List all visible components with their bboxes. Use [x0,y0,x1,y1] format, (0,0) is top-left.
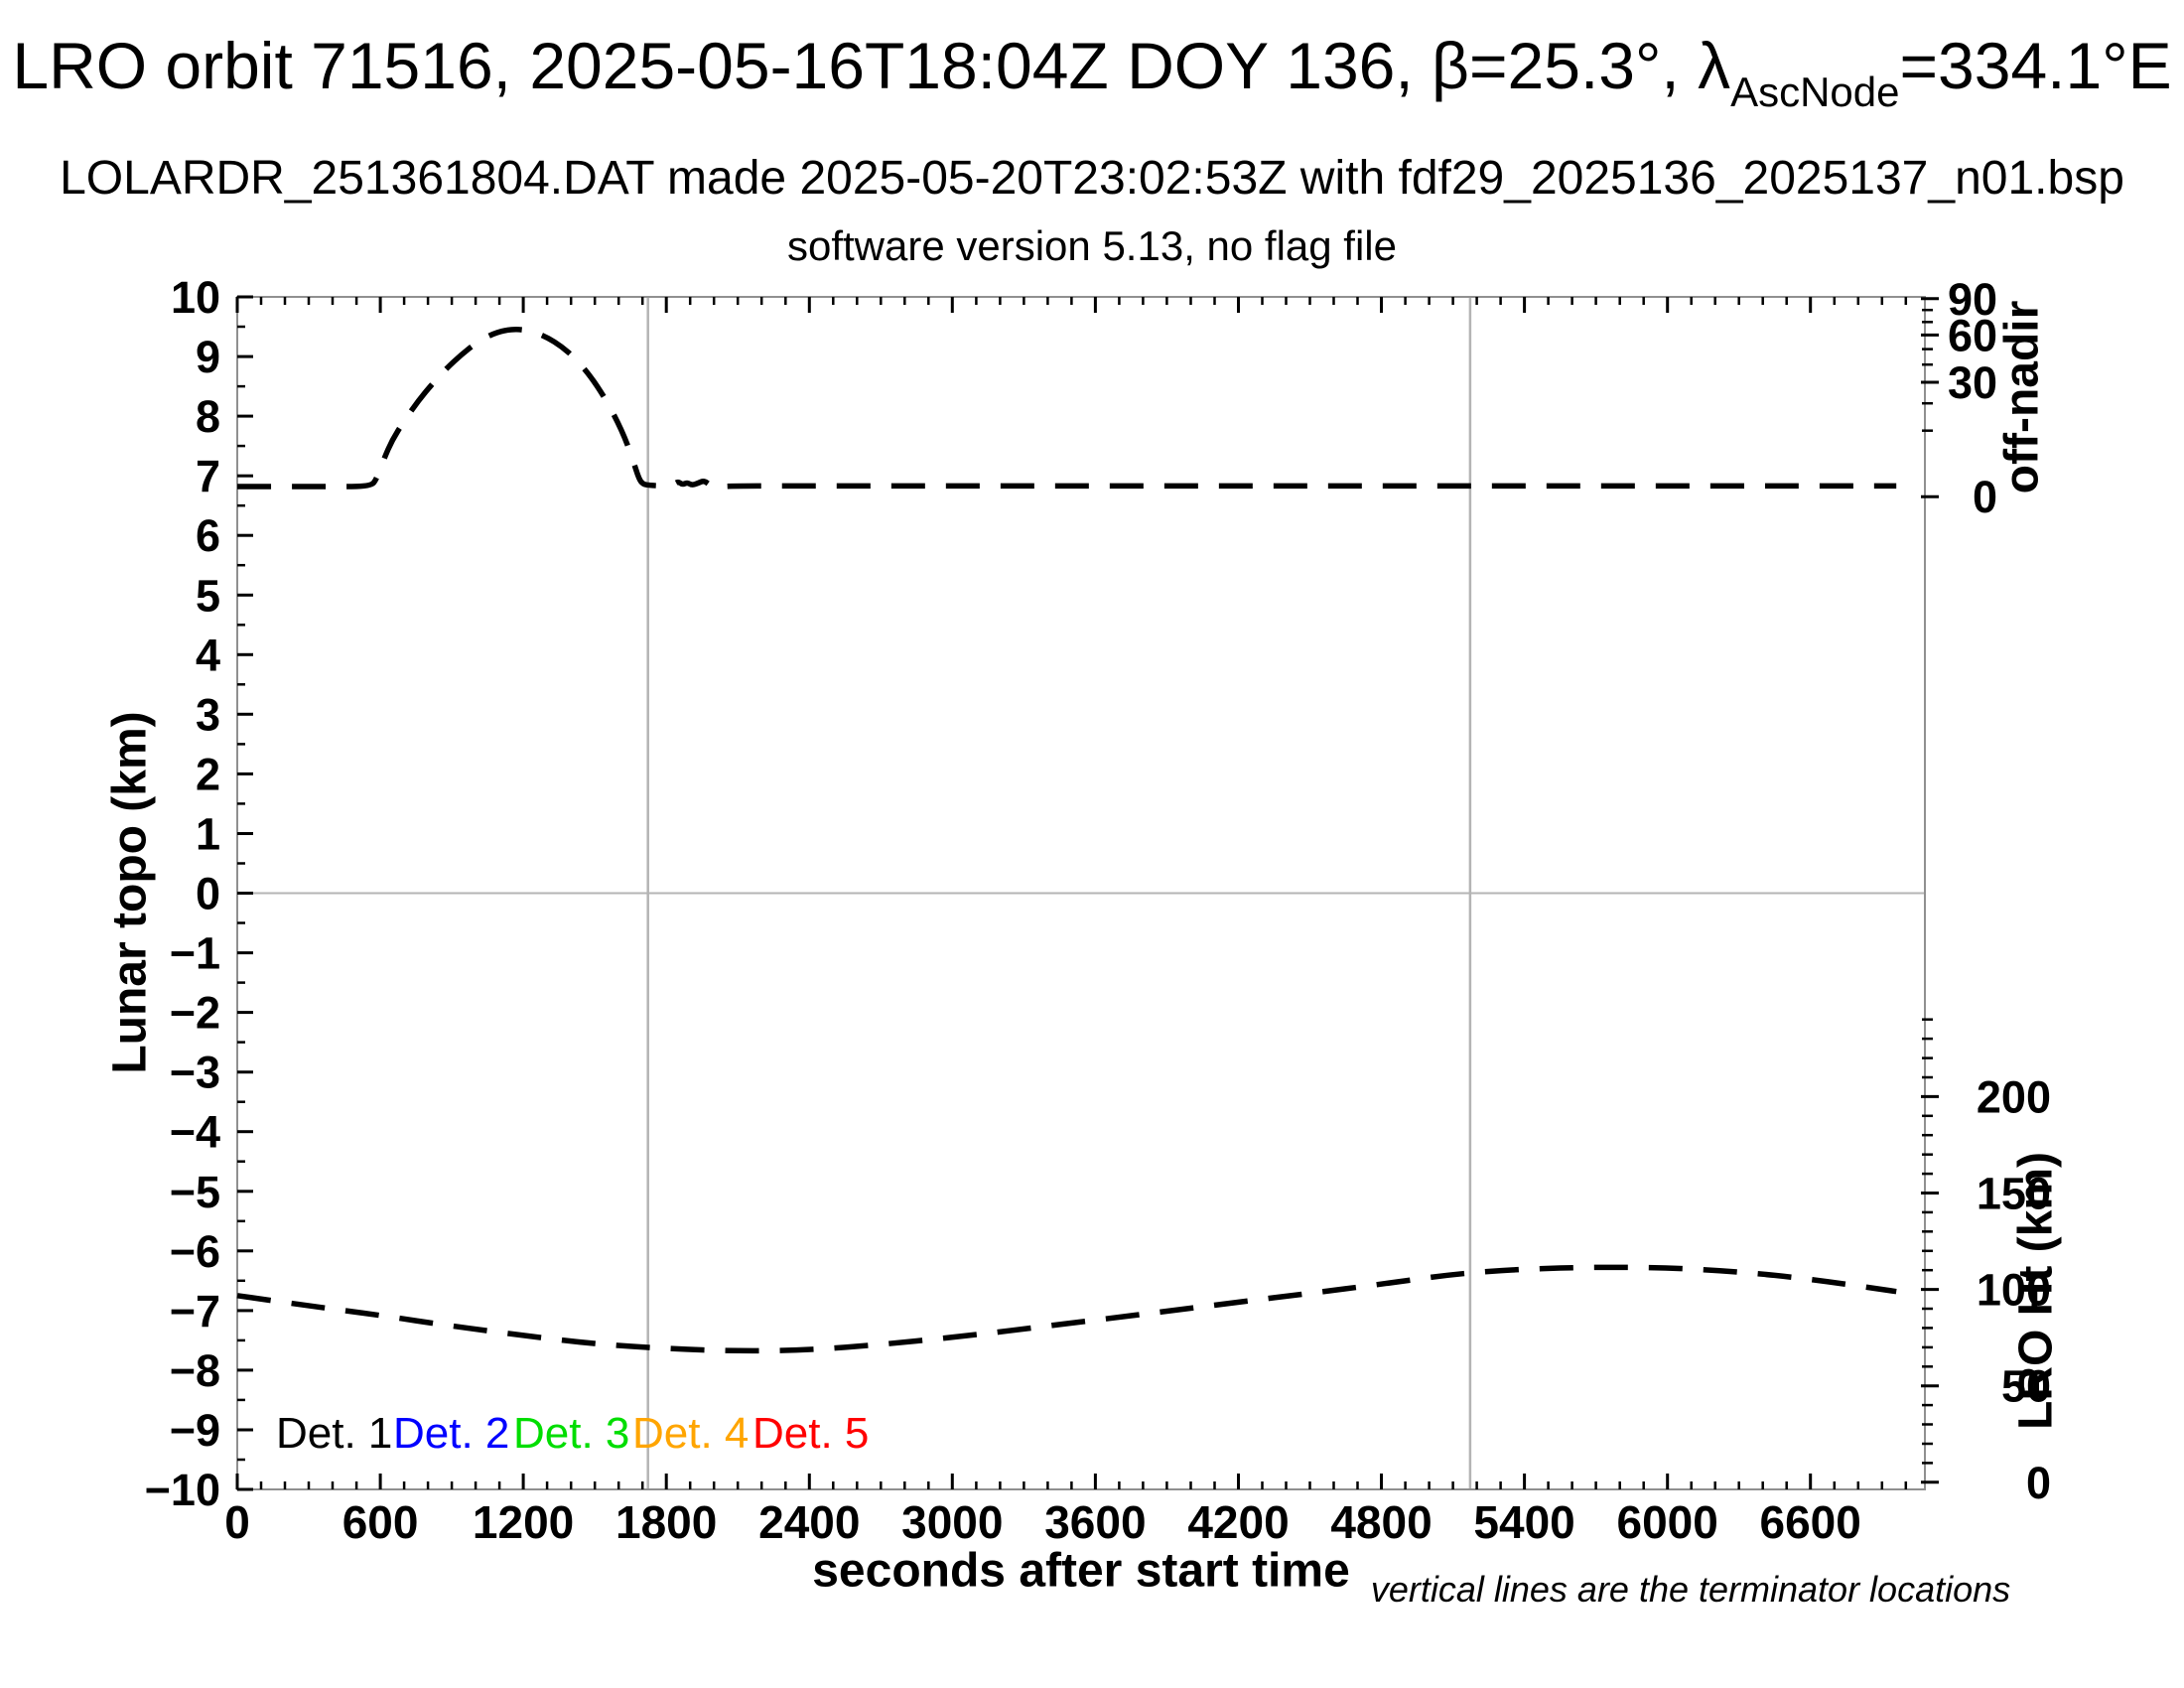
software-version-subtitle: software version 5.13, no flag file [786,222,1397,269]
terminator-note: vertical lines are the terminator locati… [1370,1569,2011,1610]
y-left-tick-label: −8 [170,1345,220,1396]
page-title: LRO orbit 71516, 2025-05-16T18:04Z DOY 1… [0,28,2184,116]
title-tail: =334.1°E [1899,29,2172,102]
lro-ht-tick-label: 100 [1977,1265,2051,1316]
y-left-tick-label: 1 [196,809,220,860]
lro-ht-tick-label: 150 [1977,1169,2051,1219]
detector-legend: Det. 1 Det. 2 Det. 3 Det. 4 Det. 5 [276,1409,869,1458]
y-left-tick-label: −7 [170,1286,220,1336]
y-axis-left-title: Lunar topo (km) [103,711,157,1074]
data-file-subtitle: LOLARDR_251361804.DAT made 2025-05-20T23… [60,152,2124,205]
x-tick-label: 6000 [1617,1496,1718,1548]
x-axis-title: seconds after start time [812,1544,1350,1598]
off-nadir-curve [237,327,1897,492]
offnadir-tick-label: 30 [1948,357,1997,408]
y-left-tick-label: −4 [170,1107,220,1158]
y-axis-right-top-title: off-nadir [1995,300,2049,494]
x-tick-label: 600 [342,1496,419,1548]
legend-item-det-5: Det. 5 [752,1409,869,1458]
x-tick-label: 4800 [1330,1496,1432,1548]
y-left-tick-label: 8 [196,391,220,442]
offnadir-tick-label: 60 [1948,310,1997,360]
y-axis-right-bottom-title: LRO Ht (km) [2009,1152,2063,1430]
axis-minor-ticks [237,297,1933,1489]
axis-ticks [235,295,1939,1491]
y-left-tick-label: 0 [196,869,220,919]
title-subscript: AscNode [1730,69,1900,115]
x-tick-label: 1200 [473,1496,574,1548]
offnadir-tick-label: 0 [1973,472,1997,522]
y-left-tick-label: −2 [170,988,220,1039]
lro-ht-tick-label: 0 [2026,1458,2051,1508]
y-left-tick-label: −1 [170,928,220,979]
y-left-tick-label: 9 [196,332,220,382]
x-tick-label: 6600 [1760,1496,1861,1548]
x-tick-label: 4200 [1187,1496,1289,1548]
y-left-tick-label: 6 [196,510,220,561]
offnadir-tick-label: 90 [1948,274,1997,325]
legend-item-det-1: Det. 1 [276,1409,392,1458]
y-left-tick-label: −9 [170,1405,220,1456]
x-tick-label: 5400 [1473,1496,1574,1548]
y-left-tick-label: −10 [145,1465,220,1515]
reference-lines [237,297,1925,1489]
x-tick-label: 3600 [1044,1496,1146,1548]
title-text: LRO orbit 71516, 2025-05-16T18:04Z DOY 1… [12,29,1731,102]
x-tick-label: 1800 [615,1496,717,1548]
lro-height-curve [236,1264,1897,1354]
legend-item-det-3: Det. 3 [513,1409,629,1458]
y-left-tick-label: 7 [196,451,220,501]
y-left-tick-label: 4 [196,630,220,680]
legend-item-det-2: Det. 2 [393,1409,509,1458]
tick-labels: 0 600 1200 1800 2400 3000 3600 4200 4800 5400 6000… [145,272,2051,1548]
y-left-tick-label: 10 [171,272,220,323]
x-tick-label: 0 [224,1496,250,1548]
y-left-tick-label: 3 [196,689,220,740]
y-left-tick-label: 2 [196,749,220,799]
y-left-tick-label: −3 [170,1048,220,1098]
y-left-tick-label: −5 [170,1167,220,1217]
x-tick-label: 2400 [758,1496,860,1548]
x-tick-label: 3000 [901,1496,1003,1548]
lro-ht-tick-label: 50 [2001,1361,2051,1412]
legend-item-det-4: Det. 4 [632,1409,749,1458]
y-left-tick-label: 5 [196,570,220,621]
y-left-tick-label: −6 [170,1226,220,1277]
lro-ht-tick-label: 200 [1977,1071,2051,1122]
